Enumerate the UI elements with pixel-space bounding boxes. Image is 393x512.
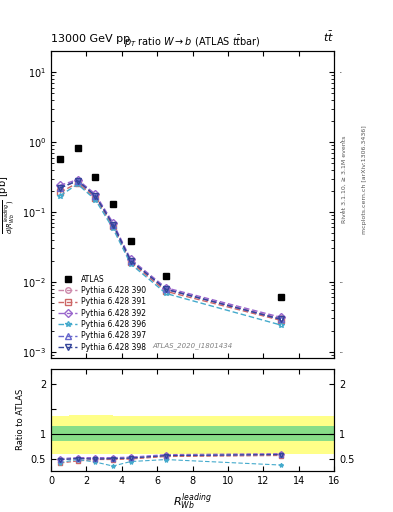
Text: $t\bar{t}$: $t\bar{t}$ bbox=[323, 29, 334, 44]
Pythia 6.428 391 bbox=[58, 189, 62, 196]
Pythia 6.428 391 bbox=[279, 317, 283, 324]
Pythia 6.428 398 bbox=[75, 178, 80, 184]
Pythia 6.428 392 bbox=[111, 220, 116, 226]
Bar bbox=[51, 426, 69, 441]
Pythia 6.428 396 bbox=[58, 193, 62, 199]
Title: $p_T$ ratio $W \rightarrow b$ (ATLAS $t\bar{t}$bar): $p_T$ ratio $W \rightarrow b$ (ATLAS $t\… bbox=[124, 34, 261, 50]
Pythia 6.428 391 bbox=[129, 259, 133, 265]
ATLAS bbox=[75, 145, 80, 151]
Text: 13000 GeV pp: 13000 GeV pp bbox=[51, 33, 130, 44]
Pythia 6.428 397 bbox=[58, 185, 62, 191]
Bar bbox=[51, 416, 69, 454]
Pythia 6.428 398 bbox=[279, 316, 283, 323]
Line: ATLAS: ATLAS bbox=[57, 144, 285, 301]
Pythia 6.428 391 bbox=[111, 223, 116, 229]
Pythia 6.428 398 bbox=[93, 193, 98, 199]
ATLAS bbox=[58, 156, 62, 162]
Pythia 6.428 396 bbox=[111, 225, 116, 231]
Bar bbox=[175, 426, 334, 441]
Pythia 6.428 396 bbox=[129, 261, 133, 267]
Line: Pythia 6.428 396: Pythia 6.428 396 bbox=[57, 181, 284, 328]
Bar bbox=[113, 416, 175, 454]
Pythia 6.428 396 bbox=[279, 322, 283, 328]
Line: Pythia 6.428 391: Pythia 6.428 391 bbox=[57, 180, 284, 323]
Bar bbox=[175, 416, 334, 454]
Text: ATLAS_2020_I1801434: ATLAS_2020_I1801434 bbox=[152, 343, 233, 349]
Pythia 6.428 398 bbox=[164, 286, 169, 292]
Pythia 6.428 391 bbox=[164, 288, 169, 294]
Pythia 6.428 390 bbox=[93, 193, 98, 199]
Pythia 6.428 392 bbox=[93, 191, 98, 197]
Line: Pythia 6.428 390: Pythia 6.428 390 bbox=[57, 178, 284, 321]
Pythia 6.428 392 bbox=[279, 314, 283, 321]
Pythia 6.428 390 bbox=[279, 315, 283, 322]
Pythia 6.428 392 bbox=[58, 182, 62, 188]
Pythia 6.428 390 bbox=[129, 258, 133, 264]
Pythia 6.428 398 bbox=[129, 258, 133, 264]
Pythia 6.428 397 bbox=[75, 178, 80, 184]
Y-axis label: Ratio to ATLAS: Ratio to ATLAS bbox=[16, 389, 25, 451]
Bar bbox=[69, 426, 113, 441]
ATLAS bbox=[93, 174, 98, 180]
Line: Pythia 6.428 392: Pythia 6.428 392 bbox=[57, 177, 284, 320]
Pythia 6.428 398 bbox=[111, 222, 116, 228]
Pythia 6.428 396 bbox=[75, 181, 80, 187]
Y-axis label: $\frac{d\sigma}{d(R_{Wb}^{leading})}$ [pb]: $\frac{d\sigma}{d(R_{Wb}^{leading})}$ [p… bbox=[0, 176, 17, 234]
Pythia 6.428 390 bbox=[111, 222, 116, 228]
Line: Pythia 6.428 398: Pythia 6.428 398 bbox=[57, 178, 284, 322]
Pythia 6.428 390 bbox=[58, 185, 62, 191]
Pythia 6.428 397 bbox=[164, 286, 169, 292]
ATLAS bbox=[111, 201, 116, 207]
Line: Pythia 6.428 397: Pythia 6.428 397 bbox=[57, 178, 284, 322]
Text: mcplots.cern.ch [arXiv:1306.3436]: mcplots.cern.ch [arXiv:1306.3436] bbox=[362, 125, 367, 233]
Pythia 6.428 390 bbox=[164, 286, 169, 292]
Bar bbox=[113, 426, 175, 441]
Pythia 6.428 396 bbox=[93, 197, 98, 203]
Pythia 6.428 397 bbox=[93, 193, 98, 199]
ATLAS bbox=[279, 294, 283, 301]
ATLAS bbox=[164, 273, 169, 280]
Bar bbox=[69, 415, 113, 454]
Pythia 6.428 397 bbox=[129, 258, 133, 264]
Pythia 6.428 392 bbox=[129, 256, 133, 262]
Pythia 6.428 397 bbox=[111, 222, 116, 228]
Pythia 6.428 392 bbox=[164, 285, 169, 291]
ATLAS bbox=[129, 238, 133, 244]
Text: Rivet 3.1.10, ≥ 3.1M events: Rivet 3.1.10, ≥ 3.1M events bbox=[342, 136, 347, 223]
Pythia 6.428 391 bbox=[75, 180, 80, 186]
Pythia 6.428 390 bbox=[75, 178, 80, 184]
Pythia 6.428 396 bbox=[164, 290, 169, 296]
Pythia 6.428 397 bbox=[279, 316, 283, 323]
Pythia 6.428 392 bbox=[75, 177, 80, 183]
Pythia 6.428 398 bbox=[58, 185, 62, 191]
Pythia 6.428 391 bbox=[93, 195, 98, 201]
X-axis label: $R_{Wb}^{leading}$: $R_{Wb}^{leading}$ bbox=[173, 492, 212, 512]
Legend: ATLAS, Pythia 6.428 390, Pythia 6.428 391, Pythia 6.428 392, Pythia 6.428 396, P: ATLAS, Pythia 6.428 390, Pythia 6.428 39… bbox=[55, 272, 149, 355]
